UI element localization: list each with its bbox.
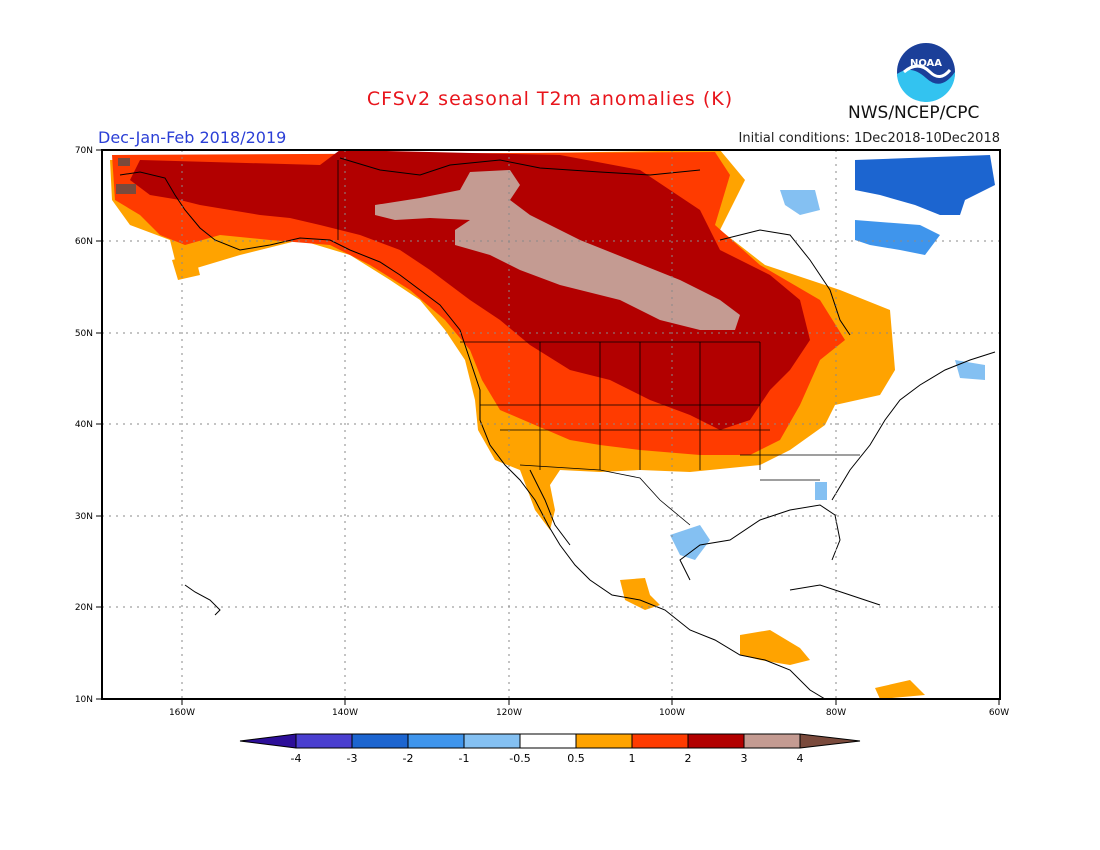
colorbar-label: -0.5	[509, 752, 530, 765]
colorbar-swatch	[296, 734, 352, 748]
lon-label: 100W	[659, 708, 685, 718]
lon-label: 160W	[169, 708, 195, 718]
anomaly-region-lightblue	[670, 525, 710, 560]
colorbar-swatch	[744, 734, 800, 748]
anomaly-region-orange	[875, 680, 925, 699]
lon-labels: 160W 140W 120W 100W 80W 60W	[169, 708, 1009, 718]
coastline-arctic	[339, 157, 701, 176]
political-borders	[337, 160, 860, 526]
lat-labels: 70N 60N 50N 40N 30N 20N 10N	[75, 146, 93, 705]
colorbar-label: 4	[797, 752, 804, 765]
lat-label: 70N	[75, 146, 93, 156]
coastline-gulf	[679, 504, 841, 581]
colorbar: -4 -3 -2 -1 -0.5 0.5 1 2 3 4	[239, 733, 861, 765]
anomaly-shading	[110, 150, 995, 699]
season-label: Dec-Jan-Feb 2018/2019	[98, 128, 287, 147]
map-title: CFSv2 seasonal T2m anomalies (K)	[366, 88, 734, 110]
anomaly-region-tan	[375, 170, 740, 330]
lon-label: 140W	[332, 708, 358, 718]
coastline-cuba	[789, 584, 881, 606]
anomaly-region-orange	[740, 630, 810, 665]
anomaly-spot-lightblue	[815, 482, 827, 500]
colorbar-swatch	[800, 734, 860, 748]
anomaly-region-orange	[172, 255, 200, 280]
agency-label: NWS/NCEP/CPC	[848, 103, 980, 123]
anomaly-region-lightblue	[780, 190, 820, 215]
noaa-logo: NOAA	[896, 42, 956, 103]
anomaly-region-blue	[855, 155, 995, 215]
lat-label: 40N	[75, 420, 93, 430]
lon-label: 80W	[826, 708, 846, 718]
graticule	[102, 150, 1000, 699]
anomaly-spot-brown	[118, 158, 130, 166]
colorbar-swatch	[464, 734, 520, 748]
colorbar-swatch	[688, 734, 744, 748]
colorbar-label: 0.5	[567, 752, 585, 765]
colorbar-label: -4	[291, 752, 302, 765]
axis-ticks	[96, 149, 1000, 705]
anomaly-region-orange	[620, 578, 660, 610]
initial-conditions-label: Initial conditions: 1Dec2018-10Dec2018	[738, 131, 1000, 146]
colorbar-label: 2	[685, 752, 692, 765]
lat-label: 60N	[75, 237, 93, 247]
coastline-baja	[529, 469, 571, 546]
border-states-east	[480, 404, 860, 481]
anomaly-spot-brown	[116, 184, 136, 194]
colorbar-label: -2	[403, 752, 414, 765]
colorbar-label: 1	[629, 752, 636, 765]
border-states-north	[539, 342, 761, 470]
colorbar-label: -3	[347, 752, 358, 765]
colorbar-swatch	[632, 734, 688, 748]
lon-label: 60W	[989, 708, 1009, 718]
border-us-mexico	[519, 464, 691, 526]
colorbar-swatch	[576, 734, 632, 748]
colorbar-label: -1	[459, 752, 470, 765]
lat-label: 20N	[75, 603, 93, 613]
lat-label: 30N	[75, 512, 93, 522]
anomaly-region-lightblue	[855, 220, 940, 255]
coastline-hawaii	[184, 584, 221, 616]
lat-label: 10N	[75, 695, 93, 705]
coastline-hudson	[719, 229, 851, 336]
coastline-east	[831, 351, 996, 501]
colorbar-swatch	[352, 734, 408, 748]
colorbar-label: 3	[741, 752, 748, 765]
noaa-logo-text: NOAA	[910, 58, 942, 69]
lon-label: 120W	[496, 708, 522, 718]
colorbar-swatch	[408, 734, 464, 748]
colorbar-swatch	[520, 734, 576, 748]
lat-label: 50N	[75, 329, 93, 339]
anomaly-region-lightblue	[955, 360, 985, 380]
colorbar-swatch	[240, 734, 296, 748]
